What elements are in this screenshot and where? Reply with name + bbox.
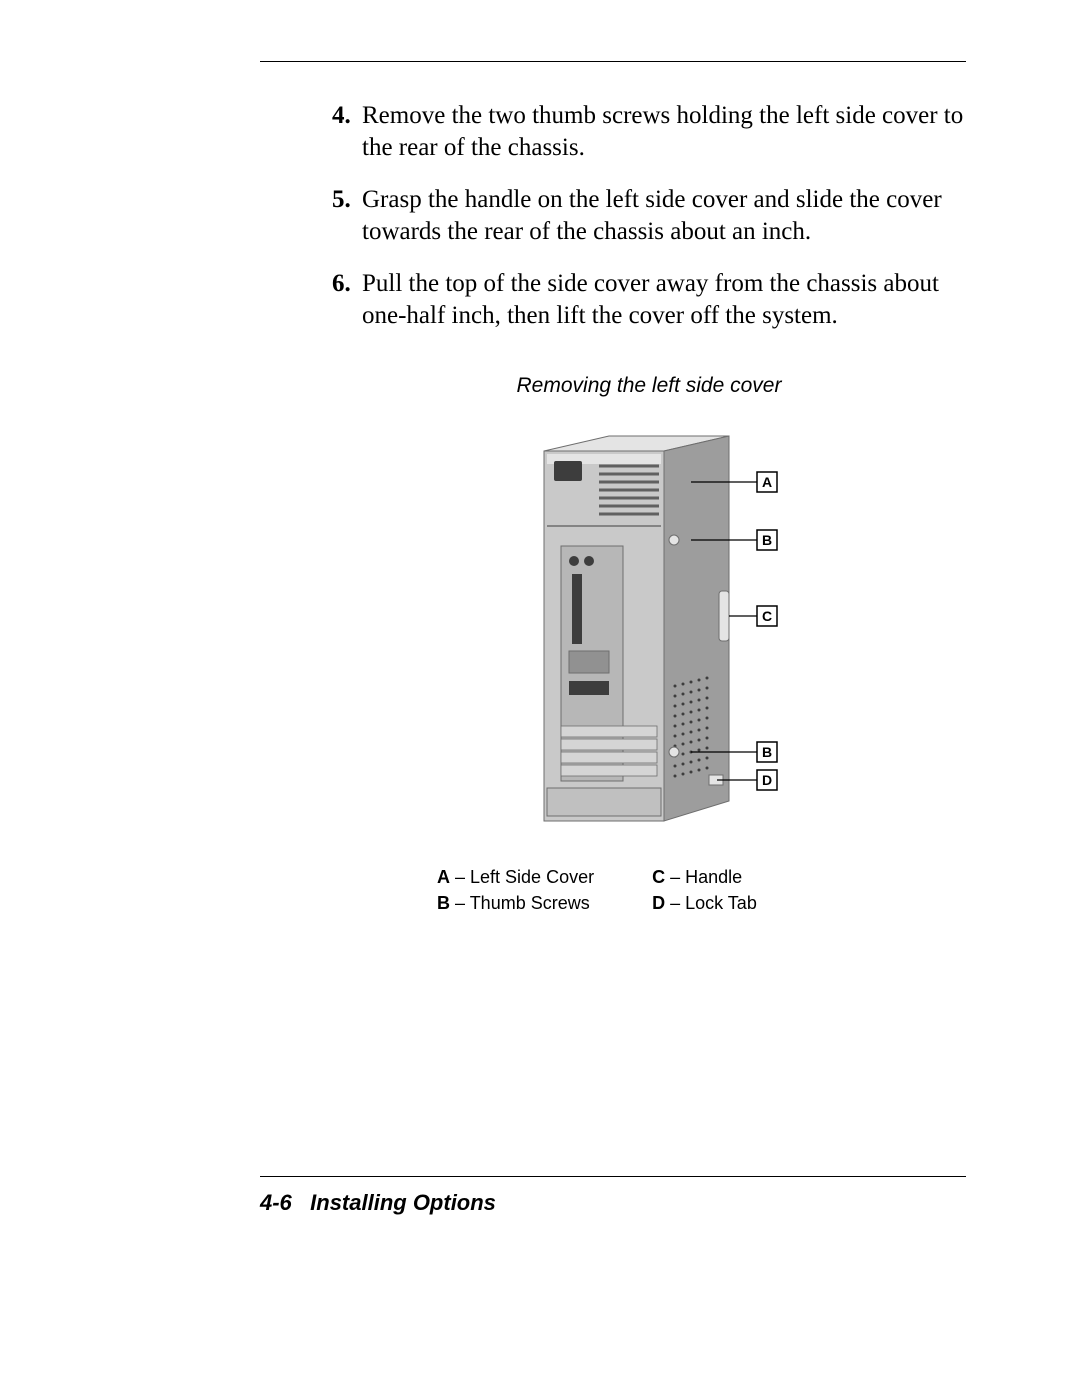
step-number: 6. bbox=[332, 268, 351, 300]
steps-list: 4. Remove the two thumb screws holding t… bbox=[332, 100, 966, 332]
legend-item: A – Left Side Cover bbox=[437, 864, 594, 890]
figure-caption: Removing the left side cover bbox=[332, 374, 966, 398]
step-text: Pull the top of the side cover away from… bbox=[362, 270, 939, 329]
figure-chassis-diagram: A B B C D bbox=[499, 426, 799, 836]
section-title: Installing Options bbox=[310, 1190, 496, 1215]
step-number: 4. bbox=[332, 100, 351, 132]
content-area: 4. Remove the two thumb screws holding t… bbox=[332, 100, 966, 916]
legend-item: D – Lock Tab bbox=[652, 890, 757, 916]
figure-legend: A – Left Side Cover B – Thumb Screws C –… bbox=[437, 864, 966, 916]
top-rule bbox=[260, 61, 966, 62]
step-4: 4. Remove the two thumb screws holding t… bbox=[332, 100, 966, 164]
step-6: 6. Pull the top of the side cover away f… bbox=[332, 268, 966, 332]
svg-text:B: B bbox=[762, 744, 772, 760]
bottom-rule bbox=[260, 1176, 966, 1177]
page-footer: 4-6 Installing Options bbox=[260, 1190, 496, 1216]
svg-text:D: D bbox=[762, 772, 772, 788]
legend-col-2: C – Handle D – Lock Tab bbox=[652, 864, 757, 916]
step-text: Remove the two thumb screws holding the … bbox=[362, 102, 963, 161]
svg-text:B: B bbox=[762, 532, 772, 548]
step-number: 5. bbox=[332, 184, 351, 216]
legend-item: B – Thumb Screws bbox=[437, 890, 594, 916]
legend-col-1: A – Left Side Cover B – Thumb Screws bbox=[437, 864, 594, 916]
svg-text:A: A bbox=[762, 474, 772, 490]
page-number: 4-6 bbox=[260, 1190, 292, 1215]
legend-item: C – Handle bbox=[652, 864, 757, 890]
step-text: Grasp the handle on the left side cover … bbox=[362, 186, 942, 245]
svg-text:C: C bbox=[762, 608, 772, 624]
step-5: 5. Grasp the handle on the left side cov… bbox=[332, 184, 966, 248]
page: 4. Remove the two thumb screws holding t… bbox=[0, 0, 1080, 1397]
